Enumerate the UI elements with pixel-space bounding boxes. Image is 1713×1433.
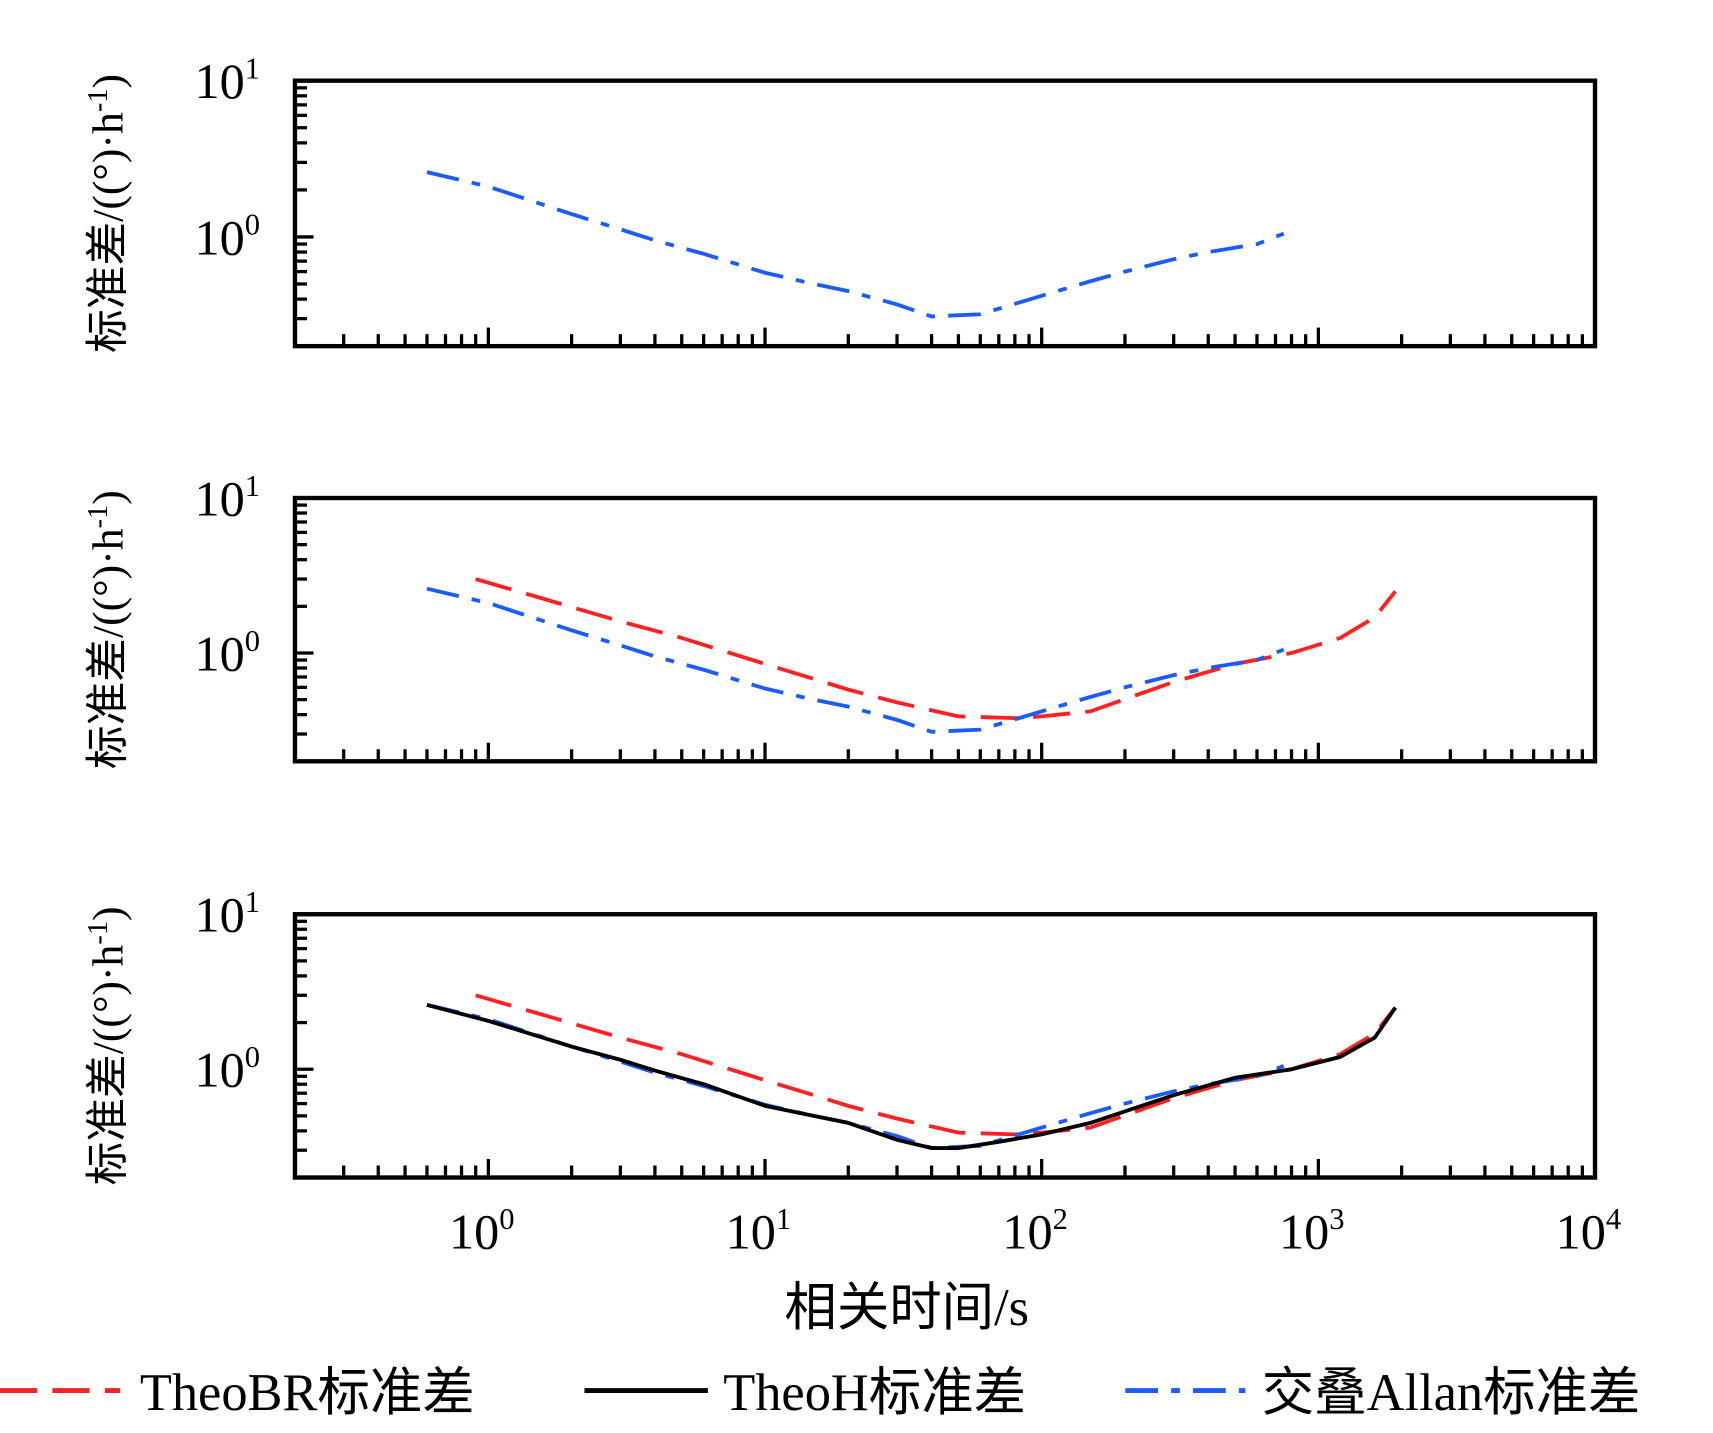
series-line-allan [426,586,1285,734]
x-axis-label: 相关时间/s [784,1279,1029,1337]
x-tick-label: 102 [1002,1202,1068,1260]
legend-label: TheoH标准差 [723,1364,1026,1422]
y-tick-label: 101 [194,469,260,527]
x-tick-label: 101 [726,1202,792,1260]
y-tick-label: 101 [194,51,260,109]
legend-item-allan: 交叠Allan标准差 [1125,1364,1640,1422]
plot-frame [292,78,1598,349]
x-tick-label: 104 [1556,1202,1622,1260]
legend-item-theobr: TheoBR标准差 [0,1364,475,1422]
y-axis-label: 标准差/((°)·h-1) [83,906,132,1185]
y-tick-label: 100 [194,1040,260,1098]
legend-label: TheoBR标准差 [140,1364,475,1422]
series-line-allan [426,1003,1285,1150]
x-tick-label: 103 [1279,1202,1345,1260]
y-tick-label: 101 [194,885,260,943]
panel-2: 101 100 标准差/((°)·h-1) [83,469,1598,769]
y-axis-label: 标准差/((°)·h-1) [83,74,132,353]
series-line-theoh [426,1003,1397,1150]
y-axis-label: 标准差/((°)·h-1) [83,490,132,769]
y-tick-label: 100 [194,208,260,266]
panel-1: 101 100 标准差/((°)·h-1) [83,51,1598,353]
plot-frame [292,495,1598,764]
x-tick-label: 100 [449,1202,515,1260]
series-line-theobr [475,993,1397,1137]
plot-frame [292,912,1598,1180]
panel-3: 101 100 标准差/((°)·h-1) [83,885,1598,1185]
series-line-allan [426,170,1285,319]
legend-label: 交叠Allan标准差 [1262,1364,1641,1422]
legend-item-theoh: TheoH标准差 [584,1364,1026,1422]
y-tick-label: 100 [194,624,260,682]
series-line-theobr [475,577,1397,721]
